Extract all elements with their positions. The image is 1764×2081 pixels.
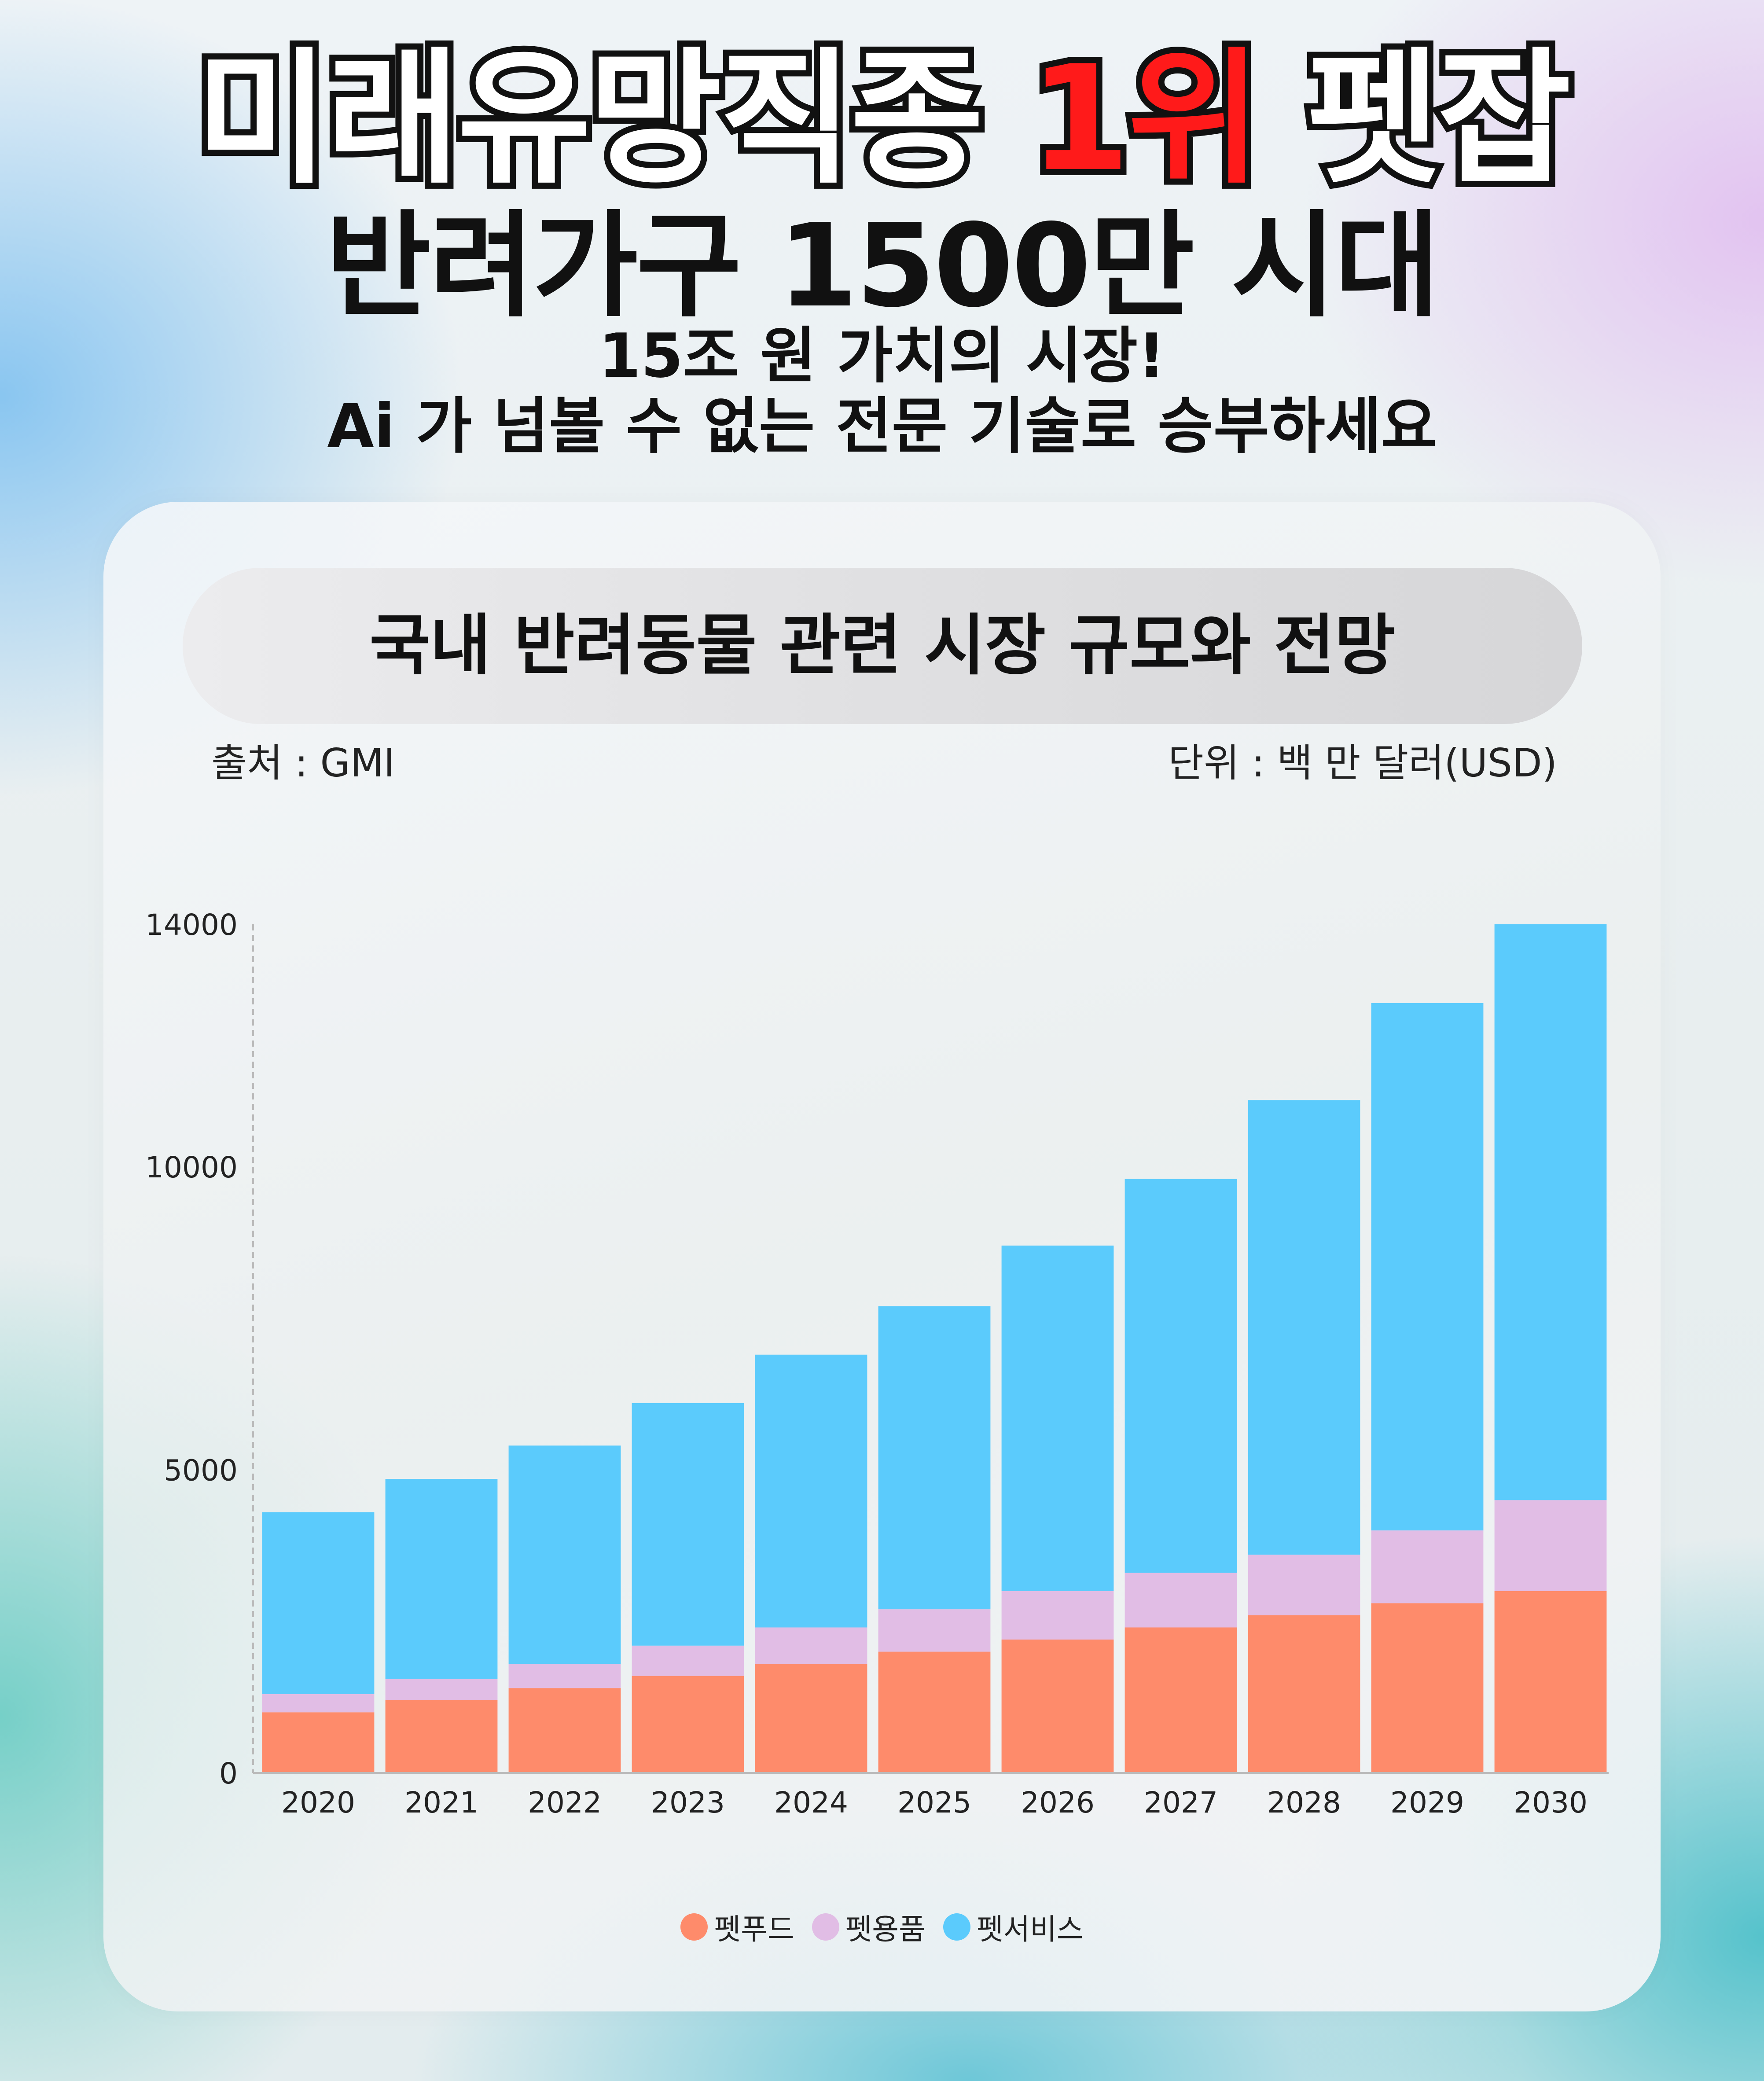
bar-2022-series-0 — [508, 1688, 621, 1773]
x-tick-label: 2025 — [897, 1786, 971, 1820]
bar-2030-series-1 — [1494, 1500, 1607, 1591]
bar-2024-series-2 — [755, 1354, 867, 1628]
headline-line3: 15조 원 가치의 시장! — [599, 320, 1165, 391]
x-tick-label: 2023 — [651, 1786, 725, 1820]
legend-label: 펫서비스 — [976, 1912, 1084, 1946]
legend-label: 펫푸드 — [714, 1912, 794, 1946]
bar-2021-series-0 — [385, 1700, 498, 1773]
x-tick-label: 2020 — [281, 1786, 355, 1820]
bar-2021-series-2 — [385, 1479, 498, 1679]
bar-2028-series-2 — [1248, 1100, 1360, 1555]
bar-2022-series-2 — [508, 1445, 621, 1664]
bar-2024-series-0 — [755, 1664, 867, 1773]
chart-unit: 단위 : 백 만 달러(USD) — [1168, 740, 1557, 786]
headline-line4: Ai 가 넘볼 수 없는 전문 기술로 승부하세요 — [327, 391, 1437, 462]
bar-2026-series-1 — [1001, 1591, 1114, 1640]
headline-line1-prefix: 미래유망직종 — [189, 34, 1029, 203]
legend-swatch — [812, 1913, 839, 1941]
bar-2027-series-1 — [1125, 1573, 1237, 1628]
bar-2025-series-2 — [878, 1306, 991, 1610]
bar-2029-series-2 — [1371, 1003, 1484, 1531]
bar-2023-series-0 — [632, 1676, 744, 1773]
bar-2026-series-2 — [1001, 1245, 1114, 1591]
bar-2029-series-0 — [1371, 1603, 1484, 1773]
x-tick-label: 2026 — [1021, 1786, 1095, 1820]
legend-swatch — [943, 1913, 970, 1941]
bar-2030-series-2 — [1494, 924, 1607, 1500]
x-tick-label: 2027 — [1144, 1786, 1218, 1820]
x-tick-label: 2029 — [1390, 1786, 1464, 1820]
chart-title-pill — [183, 568, 1582, 724]
headline-line1-suffix: 펫잡 — [1258, 34, 1577, 203]
headline-line1: 미래유망직종 1위 펫잡 — [0, 40, 1764, 198]
bar-2026-series-0 — [1001, 1640, 1114, 1773]
bar-2024-series-1 — [755, 1627, 867, 1664]
bar-2025-series-0 — [878, 1651, 991, 1773]
bar-2023-series-2 — [632, 1403, 744, 1646]
bar-2022-series-1 — [508, 1664, 621, 1688]
y-tick-label: 0 — [219, 1757, 238, 1791]
legend-item: 펫용품 — [812, 1906, 926, 1948]
chart-title: 국내 반려동물 관련 시장 규모와 전망 — [369, 607, 1396, 684]
legend-item: 펫푸드 — [680, 1906, 794, 1948]
x-tick-label: 2024 — [774, 1786, 848, 1820]
chart-source: 출처 : GMI — [211, 740, 395, 786]
x-tick-label: 2022 — [528, 1786, 602, 1820]
y-tick-label: 10000 — [145, 1151, 238, 1184]
legend-label: 펫용품 — [845, 1912, 926, 1946]
x-tick-label: 2030 — [1514, 1786, 1588, 1820]
x-tick-label: 2028 — [1267, 1786, 1341, 1820]
chart-legend: 펫푸드 펫용품 펫서비스 — [0, 1906, 1764, 1948]
headline-line2: 반려가구 1500만 시대 — [326, 200, 1440, 333]
bar-2028-series-1 — [1248, 1555, 1360, 1615]
bar-2023-series-1 — [632, 1645, 744, 1676]
bar-2027-series-0 — [1125, 1627, 1237, 1773]
bar-2020-series-1 — [262, 1694, 375, 1713]
bar-2020-series-0 — [262, 1712, 375, 1773]
legend-item: 펫서비스 — [943, 1906, 1084, 1948]
y-tick-label: 14000 — [145, 908, 238, 942]
legend-swatch — [680, 1913, 708, 1941]
bar-2029-series-1 — [1371, 1530, 1484, 1603]
bar-2027-series-2 — [1125, 1179, 1237, 1573]
bar-2025-series-1 — [878, 1609, 991, 1652]
bar-2028-series-0 — [1248, 1615, 1360, 1773]
bar-2021-series-1 — [385, 1679, 498, 1700]
y-tick-label: 5000 — [164, 1453, 238, 1487]
bar-2020-series-2 — [262, 1512, 375, 1694]
headline-line1-accent: 1위 — [1023, 34, 1268, 203]
x-tick-label: 2021 — [404, 1786, 478, 1820]
bar-2030-series-0 — [1494, 1591, 1607, 1773]
